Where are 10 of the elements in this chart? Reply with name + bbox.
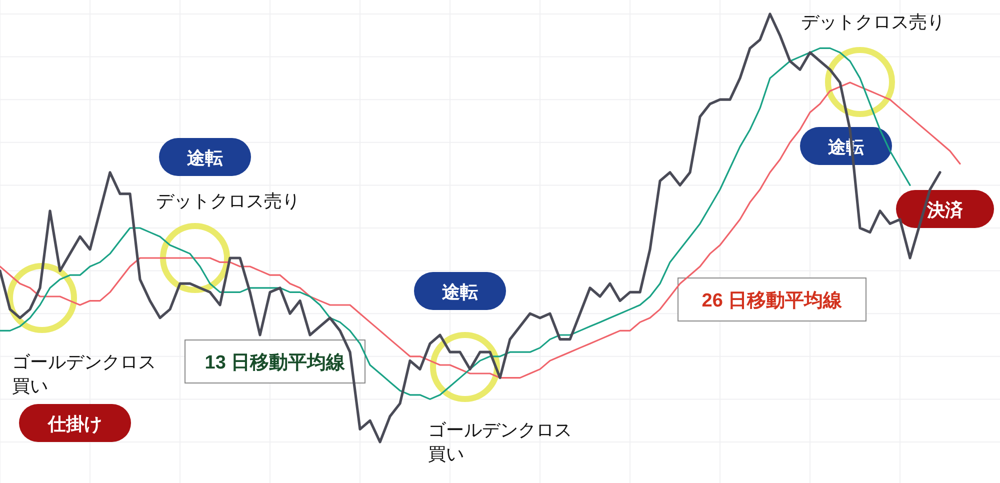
annotation: デットクロス売り xyxy=(156,191,300,211)
series-label: 26 日移動平均線 xyxy=(702,290,844,312)
annotation: デットクロス売り xyxy=(801,12,945,32)
annotation: ゴールデンクロス買い xyxy=(12,352,156,396)
annotation: ゴールデンクロス買い xyxy=(428,420,572,464)
annotation: 途転 xyxy=(187,148,223,168)
annotation: 途転 xyxy=(442,282,478,302)
annotation: 仕掛け xyxy=(47,414,102,434)
series-label: 13 日移動平均線 xyxy=(204,352,346,374)
annotation: 決済 xyxy=(926,200,964,220)
